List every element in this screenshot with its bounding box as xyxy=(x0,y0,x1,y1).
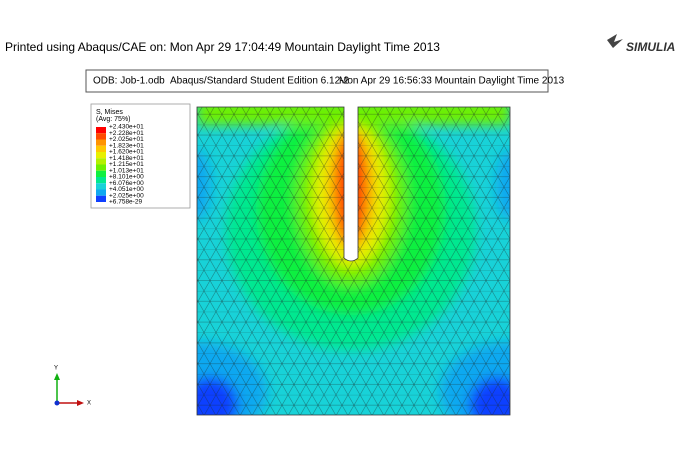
legend-label: +1.418e+01 xyxy=(109,155,144,162)
info-odb: ODB: Job-1.odb xyxy=(93,76,165,87)
legend-label: +1.823e+01 xyxy=(109,142,144,149)
info-edition: Abaqus/Standard Student Edition 6.12-2 xyxy=(170,76,349,87)
triad-y: Y xyxy=(54,366,58,372)
triad: Y X xyxy=(54,366,91,407)
info-box xyxy=(85,69,549,93)
logo: SIMULIA xyxy=(607,34,675,54)
legend-label: +8.101e+00 xyxy=(109,174,144,181)
legend-swatch xyxy=(96,164,106,171)
legend-box xyxy=(90,103,191,209)
legend-label: +2.228e+01 xyxy=(109,130,144,137)
contour-plot xyxy=(197,107,510,415)
legend-swatch xyxy=(96,170,106,177)
legend-swatch xyxy=(96,139,106,146)
logo-text: SIMULIA xyxy=(626,40,675,54)
legend-swatch xyxy=(96,195,106,202)
legend-swatch xyxy=(96,152,106,159)
legend: +2.430e+01+2.228e+01+2.025e+01+1.823e+01… xyxy=(96,124,144,206)
legend-swatch xyxy=(96,133,106,140)
legend-swatch xyxy=(96,127,106,134)
legend-title: S, Mises xyxy=(96,109,123,116)
plate-outline xyxy=(196,106,511,416)
legend-swatch xyxy=(96,158,106,165)
legend-label: +1.013e+01 xyxy=(109,167,144,174)
info-date: Mon Apr 29 16:56:33 Mountain Daylight Ti… xyxy=(339,76,565,87)
legend-label: +2.025e+00 xyxy=(109,192,144,199)
legend-label: +4.051e+00 xyxy=(109,186,144,193)
legend-label: +1.215e+01 xyxy=(109,161,144,168)
legend-swatch xyxy=(96,145,106,152)
legend-swatch xyxy=(96,177,106,184)
legend-label: +6.758e-29 xyxy=(109,199,142,206)
triad-x: X xyxy=(87,401,91,407)
legend-subtitle: (Avg: 75%) xyxy=(96,116,131,123)
legend-swatch xyxy=(96,183,106,190)
legend-label: +1.620e+01 xyxy=(109,149,144,156)
legend-label: +2.430e+01 xyxy=(109,124,144,131)
legend-label: +2.025e+01 xyxy=(109,136,144,143)
legend-swatch xyxy=(96,189,106,196)
print-header: Printed using Abaqus/CAE on: Mon Apr 29 … xyxy=(5,40,440,54)
legend-label: +6.076e+00 xyxy=(109,180,144,187)
